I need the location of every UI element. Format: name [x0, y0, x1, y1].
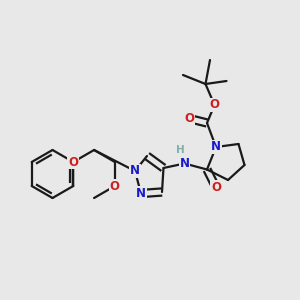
Text: N: N: [136, 187, 146, 200]
Text: N: N: [179, 157, 190, 170]
Text: O: O: [184, 112, 194, 125]
Text: H: H: [176, 145, 184, 155]
Text: O: O: [211, 181, 221, 194]
Text: O: O: [209, 98, 220, 112]
Text: N: N: [211, 140, 221, 154]
Text: N: N: [130, 164, 140, 178]
Text: O: O: [68, 155, 78, 169]
Text: O: O: [110, 179, 120, 193]
